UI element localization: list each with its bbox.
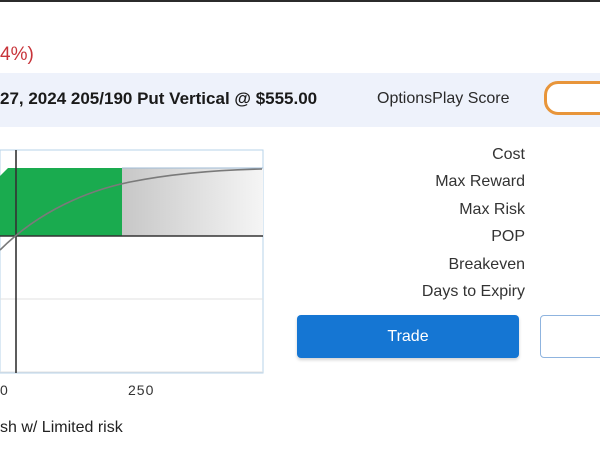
x-tick-label: 250	[128, 382, 155, 398]
trade-metrics: Cost Max Reward Max Risk POP Breakeven D…	[380, 145, 525, 309]
trade-header-band	[0, 73, 600, 127]
trade-button[interactable]: Trade	[297, 315, 519, 358]
metric-cost-label: Cost	[492, 146, 525, 163]
optionsplay-score-badge[interactable]	[544, 81, 600, 115]
price-change-percent: 4%)	[0, 44, 34, 65]
metric-breakeven-label: Breakeven	[448, 255, 526, 273]
payoff-chart-svg	[0, 149, 264, 374]
metric-max-risk-label: Max Risk	[459, 200, 525, 218]
probability-fade-zone	[122, 168, 263, 236]
top-border	[0, 0, 600, 2]
probability-curve	[0, 168, 263, 251]
metric-max-reward-label: Max Reward	[435, 173, 525, 191]
trade-title: 27, 2024 205/190 Put Vertical @ $555.00	[0, 89, 318, 108]
payoff-chart	[0, 140, 270, 380]
profit-zone	[0, 168, 122, 236]
strategy-description: sh w/ Limited risk	[0, 419, 123, 436]
metric-pop-label: POP	[491, 228, 525, 246]
x-tick-label: 0	[0, 382, 8, 398]
secondary-action-button[interactable]	[540, 315, 600, 358]
metric-days-to-expiry-label: Days to Expiry	[421, 282, 525, 300]
optionsplay-score-label: OptionsPlay Score	[377, 90, 510, 107]
